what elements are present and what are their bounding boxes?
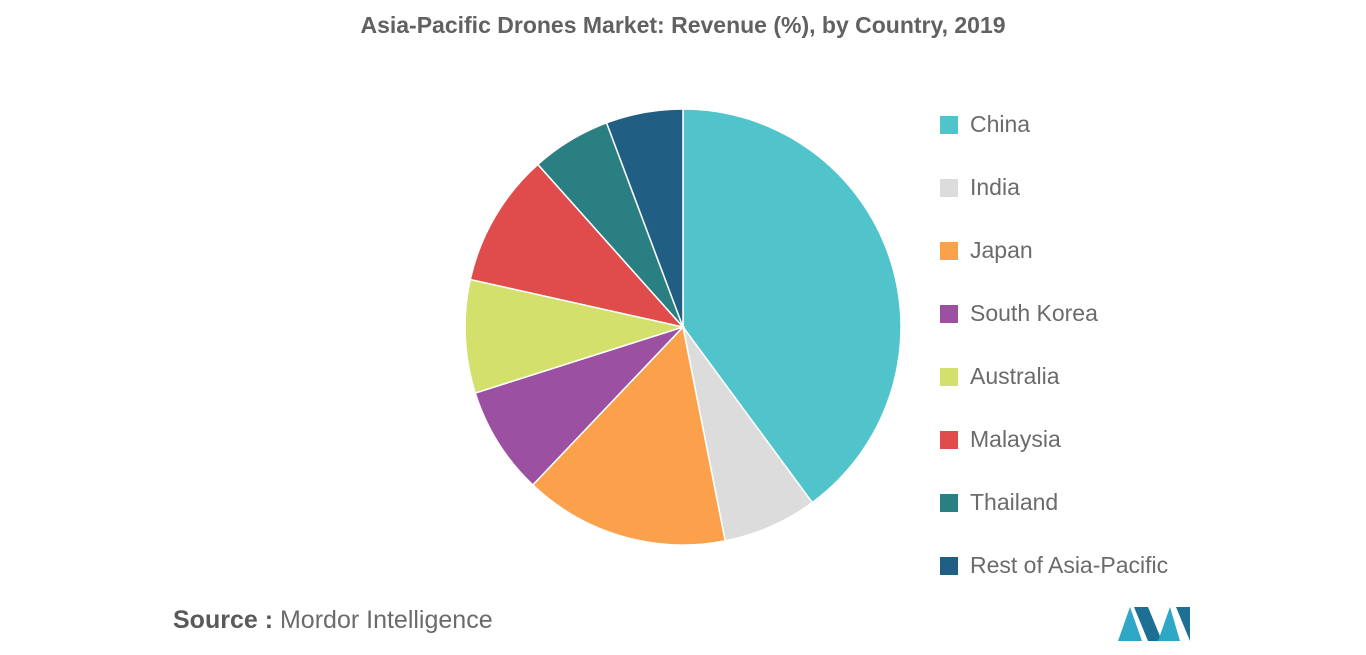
legend: China India Japan South Korea Australia … — [940, 93, 1168, 597]
mordor-intelligence-logo — [1118, 607, 1190, 641]
legend-swatch — [940, 493, 958, 512]
source-text: Mordor Intelligence — [279, 606, 493, 634]
legend-item-india: India — [940, 156, 1168, 219]
legend-swatch — [940, 178, 958, 197]
legend-item-china: China — [940, 93, 1168, 156]
legend-label: India — [970, 174, 1020, 200]
legend-item-thailand: Thailand — [940, 471, 1168, 534]
legend-label: Malaysia — [970, 426, 1061, 452]
pie-slice-japan — [531, 325, 727, 546]
legend-label: Japan — [970, 237, 1033, 263]
legend-item-rest-of-asia-pacific: Rest of Asia-Pacific — [940, 534, 1168, 597]
pie-slice-malaysia — [469, 163, 686, 329]
legend-item-australia: Australia — [940, 345, 1168, 408]
legend-item-south-korea: South Korea — [940, 282, 1168, 345]
pie-slice-south-korea — [474, 326, 684, 487]
legend-swatch — [940, 304, 958, 323]
legend-swatch — [940, 115, 958, 134]
source-prefix: Source : — [173, 606, 274, 634]
legend-swatch — [940, 556, 958, 575]
legend-label: South Korea — [970, 300, 1098, 326]
legend-swatch — [940, 241, 958, 260]
legend-swatch — [940, 430, 958, 449]
legend-label: Australia — [970, 363, 1060, 389]
source-note: Source : Mordor Intelligence — [173, 606, 493, 635]
legend-label: China — [970, 111, 1031, 137]
legend-item-malaysia: Malaysia — [940, 408, 1168, 471]
pie-slice-china — [682, 108, 902, 504]
legend-item-japan: Japan — [940, 219, 1168, 282]
legend-label: Rest of Asia-Pacific — [970, 552, 1169, 578]
legend-label: Thailand — [970, 489, 1059, 515]
pie-slice-rest-of-asia-pacific — [605, 108, 684, 328]
legend-swatch — [940, 367, 958, 386]
chart-title: Asia-Pacific Drones Market: Revenue (%),… — [360, 12, 1006, 38]
pie-slice-australia — [464, 278, 686, 395]
